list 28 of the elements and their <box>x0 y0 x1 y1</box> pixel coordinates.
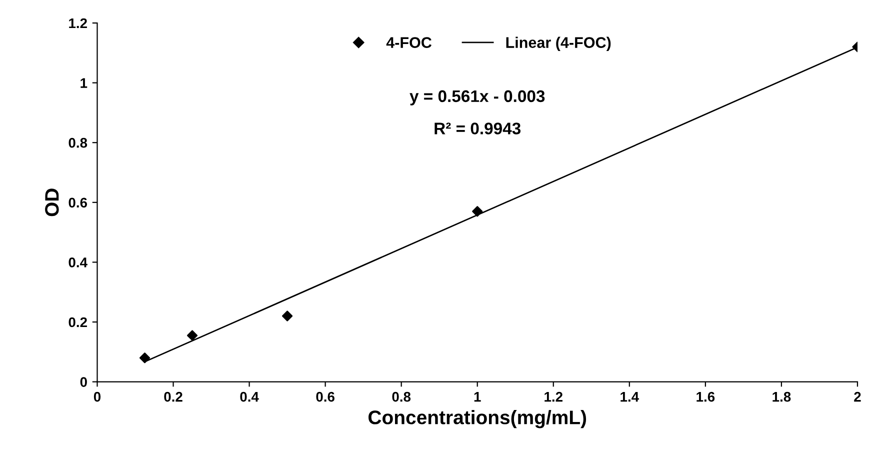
legend-label: 4-FOC <box>386 37 432 48</box>
point <box>282 310 293 322</box>
y-tick-label: 0.6 <box>68 198 88 208</box>
point <box>472 206 483 217</box>
y-tick-label: 0.4 <box>68 258 88 268</box>
x-tick-label: 1.8 <box>772 392 791 402</box>
point <box>186 330 198 341</box>
x-axis-title: Concentrations(mg/mL) <box>368 410 586 428</box>
x-tick-label: 2 <box>854 392 861 402</box>
y-tick-label: 1 <box>80 78 88 88</box>
y-tick-label: 1.2 <box>69 18 87 28</box>
x-tick-label: 0.4 <box>240 392 259 402</box>
y-tick-label: 0.8 <box>68 138 88 148</box>
point <box>139 352 150 364</box>
legend-label: Linear (4-FOC) <box>506 36 611 51</box>
x-tick-label: 0.2 <box>164 392 182 402</box>
annotation: y = 0.561x - 0.003 <box>410 90 545 106</box>
x-tick-label: 1.6 <box>696 392 715 402</box>
y-axis-title: OD <box>45 188 59 216</box>
x-tick-label: 0 <box>94 392 101 402</box>
x-tick-label: 1 <box>474 392 481 402</box>
x-tick-label: 0.6 <box>316 392 334 402</box>
y-tick-label: 0 <box>80 377 87 387</box>
y-tick-label: 0.2 <box>68 317 87 328</box>
x-tick-label: 1.2 <box>544 392 562 402</box>
x-tick-label: 1.4 <box>620 392 639 402</box>
x-tick-label: 0.8 <box>392 392 411 402</box>
annotation: R² = 0.9943 <box>434 122 521 134</box>
